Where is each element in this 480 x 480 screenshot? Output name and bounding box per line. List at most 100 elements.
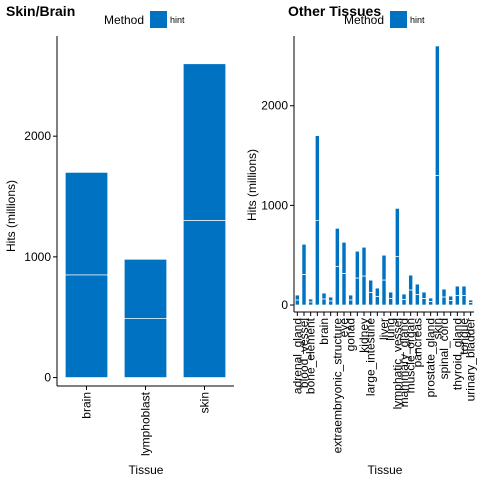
bar bbox=[314, 219, 320, 306]
panel-title: Skin/Brain bbox=[6, 3, 75, 19]
bar bbox=[348, 299, 354, 306]
legend-key bbox=[150, 11, 167, 28]
panel-title: Other Tissues bbox=[288, 3, 381, 19]
y-axis-title: Hits (millions) bbox=[245, 149, 259, 221]
bar bbox=[334, 266, 340, 306]
legend-label: hint bbox=[410, 15, 425, 25]
bar bbox=[401, 293, 407, 300]
x-tick-label: thyroid_gland bbox=[450, 318, 464, 390]
bar bbox=[381, 279, 387, 306]
bar bbox=[408, 274, 414, 291]
bar bbox=[301, 243, 307, 275]
x-tick-label: prostate_gland bbox=[424, 318, 438, 397]
x-tick-label: large_intestine bbox=[364, 318, 378, 396]
x-tick-label: brain bbox=[80, 392, 94, 419]
bar bbox=[434, 45, 440, 176]
legend-key bbox=[390, 11, 407, 28]
bar bbox=[321, 292, 327, 300]
bar bbox=[354, 250, 360, 279]
bar bbox=[428, 301, 434, 306]
bar bbox=[354, 277, 360, 306]
y-tick-label: 0 bbox=[281, 298, 288, 312]
bar bbox=[428, 297, 434, 302]
bar bbox=[461, 295, 467, 306]
bar bbox=[321, 298, 327, 306]
bar bbox=[394, 208, 400, 258]
bar bbox=[414, 294, 420, 306]
bar bbox=[421, 291, 427, 299]
bar bbox=[468, 299, 474, 303]
y-tick-label: 2000 bbox=[261, 99, 288, 113]
bar bbox=[123, 318, 168, 378]
x-tick-label: bone_element bbox=[304, 317, 318, 394]
bar bbox=[414, 283, 420, 295]
bar bbox=[314, 135, 320, 221]
bar bbox=[294, 299, 300, 306]
panel-skin-brain: Skin/Brain Method hint 0 1000 2000 brain lym… bbox=[4, 3, 234, 477]
plot-area: 0 1000 2000 brain lymphoblast skin bbox=[24, 36, 234, 456]
bar bbox=[368, 292, 374, 306]
x-tick-label: skin bbox=[430, 318, 444, 339]
bar bbox=[64, 172, 109, 276]
y-tick-label: 1000 bbox=[24, 250, 51, 264]
y-tick-label: 1000 bbox=[261, 198, 288, 212]
x-tick-label: adrenal_gland bbox=[290, 318, 304, 394]
bar bbox=[441, 296, 447, 306]
bar bbox=[381, 254, 387, 281]
bar bbox=[421, 298, 427, 306]
bar bbox=[294, 294, 300, 301]
plot-area: 0 1000 2000 adrenal_glandblood_vesselbone_e… bbox=[261, 36, 478, 454]
x-tick-label: extraembryonic_structure bbox=[330, 318, 344, 454]
x-tick-label: skin bbox=[198, 392, 212, 413]
bar bbox=[374, 287, 380, 297]
bar bbox=[408, 289, 414, 306]
bar bbox=[64, 274, 109, 378]
x-tick-label: tongue bbox=[457, 318, 471, 355]
bar bbox=[388, 291, 394, 299]
bar bbox=[461, 285, 467, 296]
x-tick-label: liver bbox=[377, 318, 391, 340]
y-axis-title: Hits (millions) bbox=[4, 180, 18, 252]
bar bbox=[448, 295, 454, 301]
bar bbox=[341, 273, 347, 306]
x-tick-label: spinal_cord bbox=[437, 318, 451, 379]
panel-other-tissues: Other Tissues Method hint 0 1000 2000 adren… bbox=[245, 3, 478, 477]
bar bbox=[388, 298, 394, 306]
x-tick-label: mammary_gland bbox=[397, 318, 411, 407]
x-tick-label: lymphatic_vessel bbox=[390, 318, 404, 409]
bar bbox=[468, 302, 474, 306]
bar bbox=[301, 274, 307, 306]
x-tick-label: lymphoblast bbox=[139, 391, 153, 456]
y-tick-label: 0 bbox=[44, 371, 51, 385]
bar bbox=[434, 175, 440, 306]
x-tick-label: eye bbox=[337, 318, 351, 338]
bar bbox=[182, 220, 227, 378]
x-tick-label: blood_vessel bbox=[297, 318, 311, 388]
bar bbox=[328, 300, 334, 306]
bar bbox=[394, 256, 400, 306]
x-tick-label: brain bbox=[317, 318, 331, 345]
bar bbox=[368, 279, 374, 293]
bar bbox=[328, 296, 334, 302]
x-axis-title: Tissue bbox=[368, 463, 403, 477]
x-tick-label: gonad bbox=[344, 318, 358, 351]
x-tick-label: urinary_bladder bbox=[464, 318, 478, 401]
bar bbox=[348, 294, 354, 301]
legend-title: Method bbox=[344, 13, 384, 27]
bar bbox=[454, 285, 460, 296]
legend-label: hint bbox=[170, 15, 185, 25]
y-tick-label: 2000 bbox=[24, 129, 51, 143]
bar bbox=[341, 241, 347, 274]
bar bbox=[361, 275, 367, 306]
bar bbox=[448, 300, 454, 306]
x-tick-label: pancreas bbox=[410, 318, 424, 367]
bar bbox=[308, 301, 314, 306]
bar bbox=[182, 63, 227, 222]
legend-title: Method bbox=[104, 13, 144, 27]
bar bbox=[308, 298, 314, 303]
x-tick-label: lung bbox=[384, 318, 398, 341]
bar bbox=[123, 258, 168, 319]
bar bbox=[454, 295, 460, 306]
bar bbox=[334, 227, 340, 268]
bar bbox=[441, 288, 447, 298]
